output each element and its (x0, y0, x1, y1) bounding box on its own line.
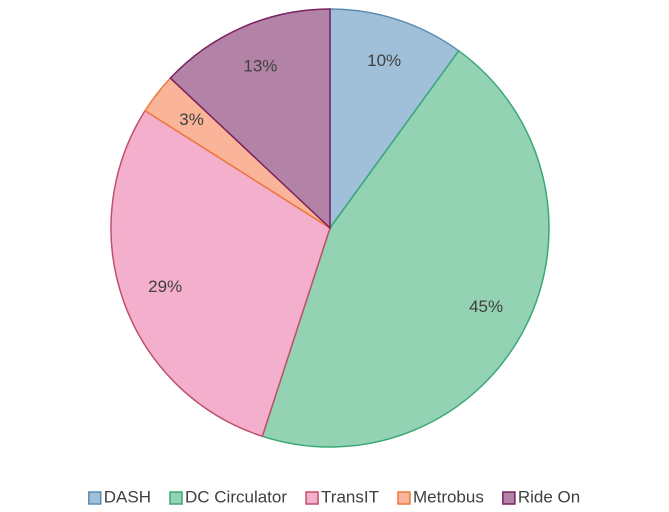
pie-slice (261, 49, 550, 448)
data-label: 3% (179, 110, 204, 129)
legend-label: DASH (104, 487, 151, 506)
data-label: 29% (148, 277, 182, 296)
legend-swatch (88, 491, 102, 505)
pie-slice (329, 8, 460, 231)
pie-slice (169, 8, 331, 230)
legend-swatch (169, 491, 183, 505)
pie-slice (110, 109, 331, 438)
data-label: 10% (367, 51, 401, 70)
legend-label: TransIT (321, 487, 379, 506)
data-label: 13% (243, 57, 277, 76)
legend-label: Ride On (518, 487, 580, 506)
legend-label: DC Circulator (185, 487, 287, 506)
legend-swatch (502, 491, 516, 505)
legend-swatch (305, 491, 319, 505)
legend-label: Metrobus (413, 487, 484, 506)
legend-swatch (397, 491, 411, 505)
data-label: 45% (469, 297, 503, 316)
legend: DASH DC Circulator TransIT Metrobus Ride On (88, 487, 580, 506)
